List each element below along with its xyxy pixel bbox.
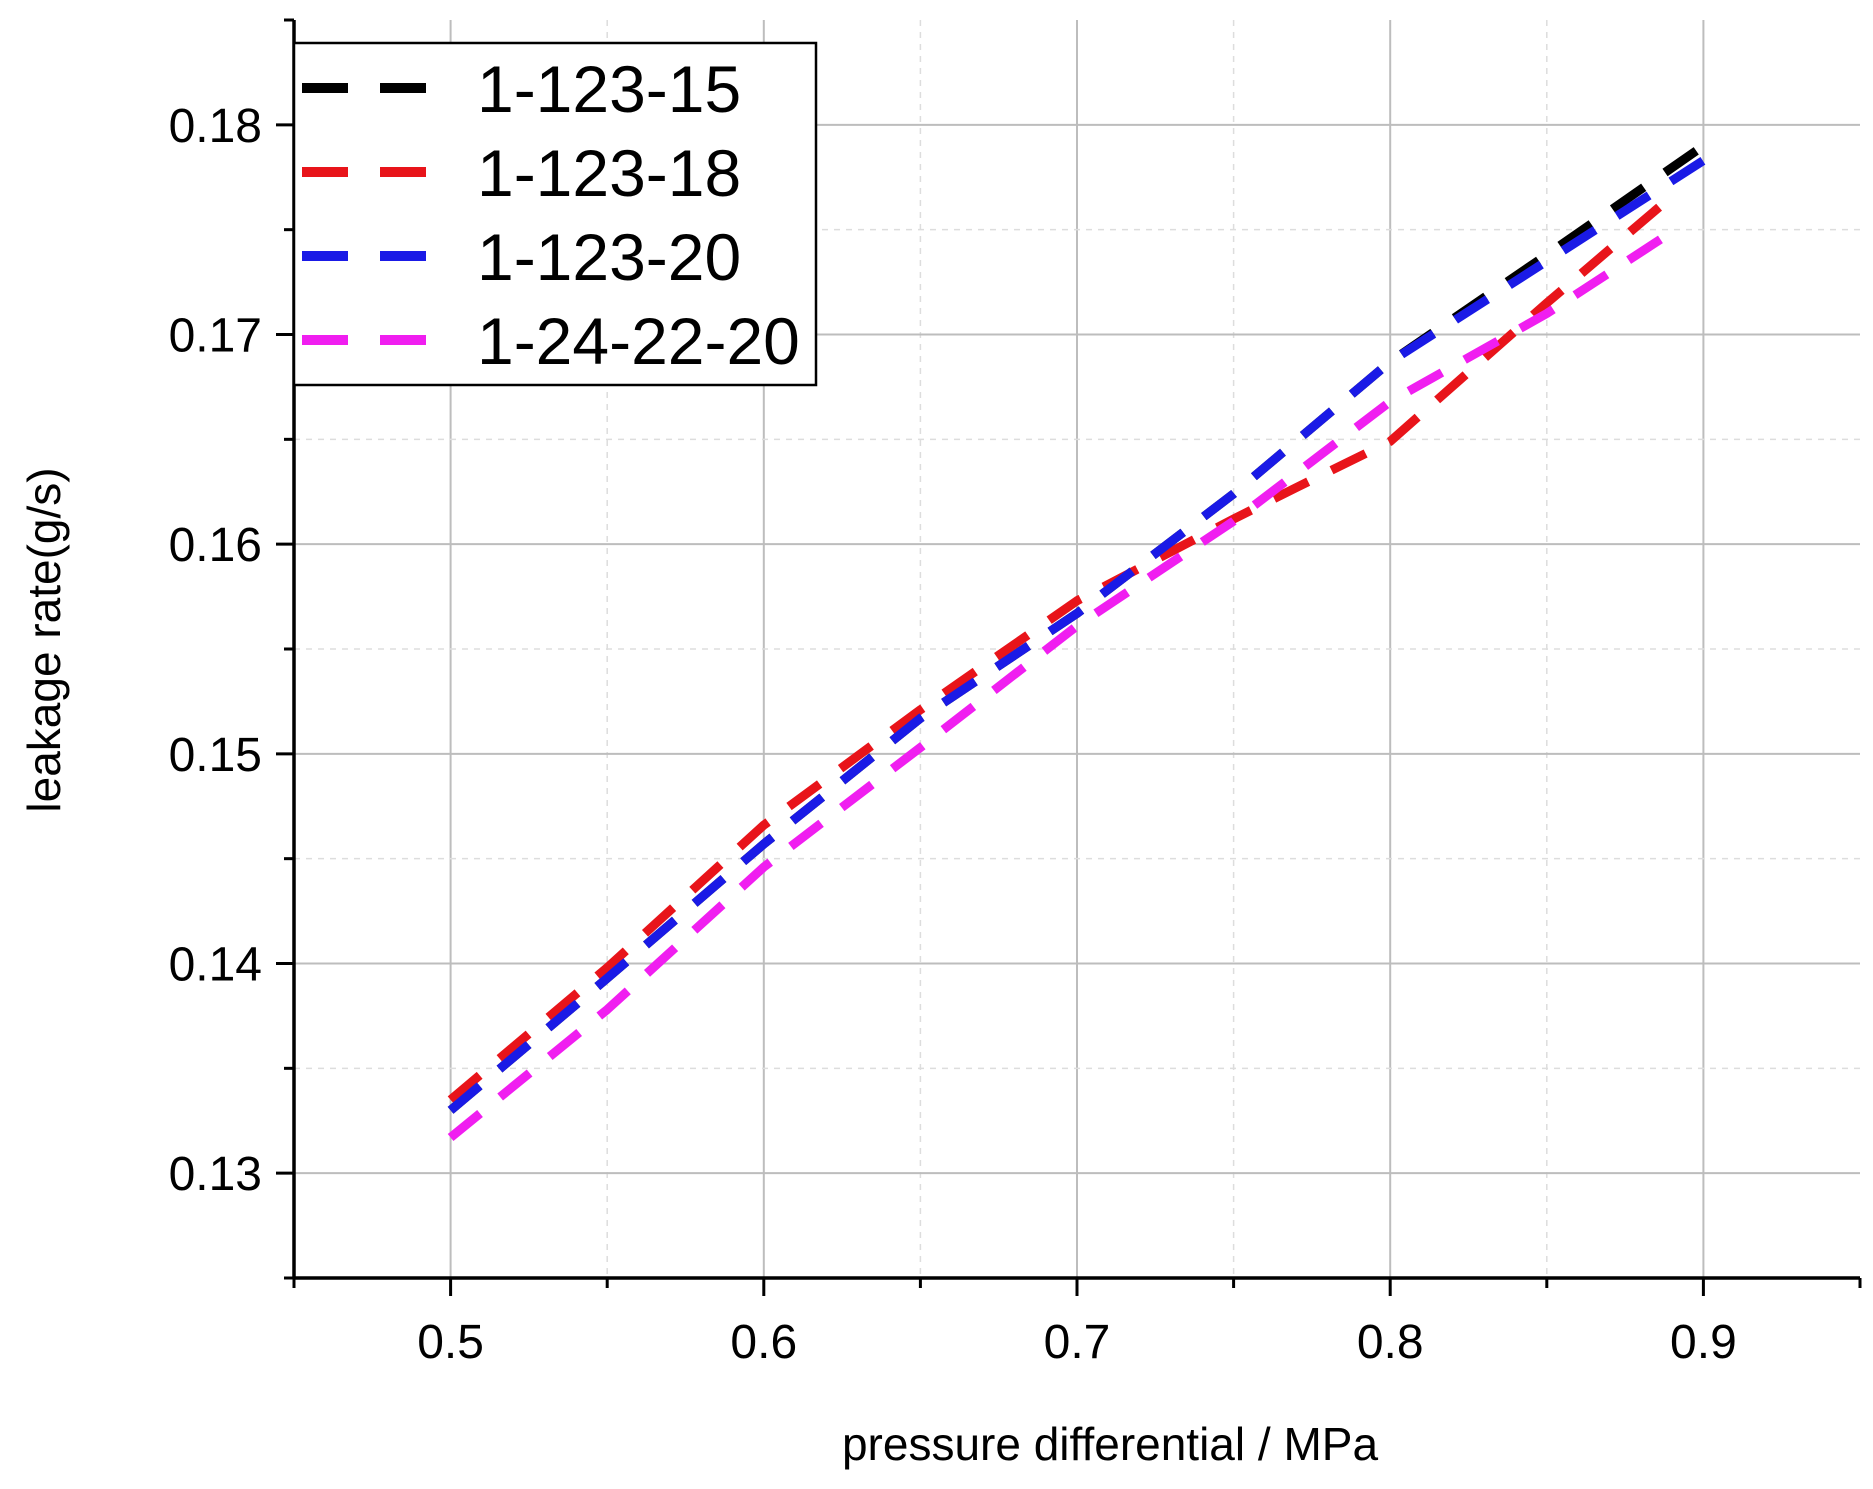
y-tick-label: 0.15 (169, 729, 262, 782)
series-line-1-123-20 (447, 156, 1706, 1114)
legend-label: 1-123-18 (477, 136, 741, 210)
y-tick-label: 0.14 (169, 939, 262, 992)
legend-label: 1-123-20 (477, 220, 741, 294)
legend: 1-123-15 1-123-18 1-123-20 1-24-22-20 (292, 41, 818, 387)
legend-label: 1-123-15 (477, 52, 741, 126)
x-tick-label: 0.9 (1670, 1316, 1737, 1369)
legend-box (292, 41, 818, 387)
y-tick-label: 0.13 (169, 1148, 262, 1201)
x-axis-title: pressure differential / MPa (842, 1418, 1378, 1470)
x-tick-label: 0.5 (417, 1316, 484, 1369)
ticks: 0.5 0.6 0.7 0.8 0.9 0.13 0.14 0.15 0.16 0.17 0.18 (169, 18, 1862, 1369)
x-tick-label: 0.8 (1357, 1316, 1424, 1369)
y-tick-label: 0.18 (169, 100, 262, 153)
series (447, 142, 1706, 1141)
y-axis-title: leakage rate(g/s) (18, 467, 70, 812)
series-line-1-24-22-20 (447, 228, 1675, 1141)
x-tick-label: 0.6 (730, 1316, 797, 1369)
x-tick-label: 0.7 (1044, 1316, 1111, 1369)
y-tick-label: 0.17 (169, 310, 262, 363)
grid (294, 20, 1860, 1278)
y-tick-label: 0.16 (169, 519, 262, 572)
legend-label: 1-24-22-20 (477, 304, 800, 378)
